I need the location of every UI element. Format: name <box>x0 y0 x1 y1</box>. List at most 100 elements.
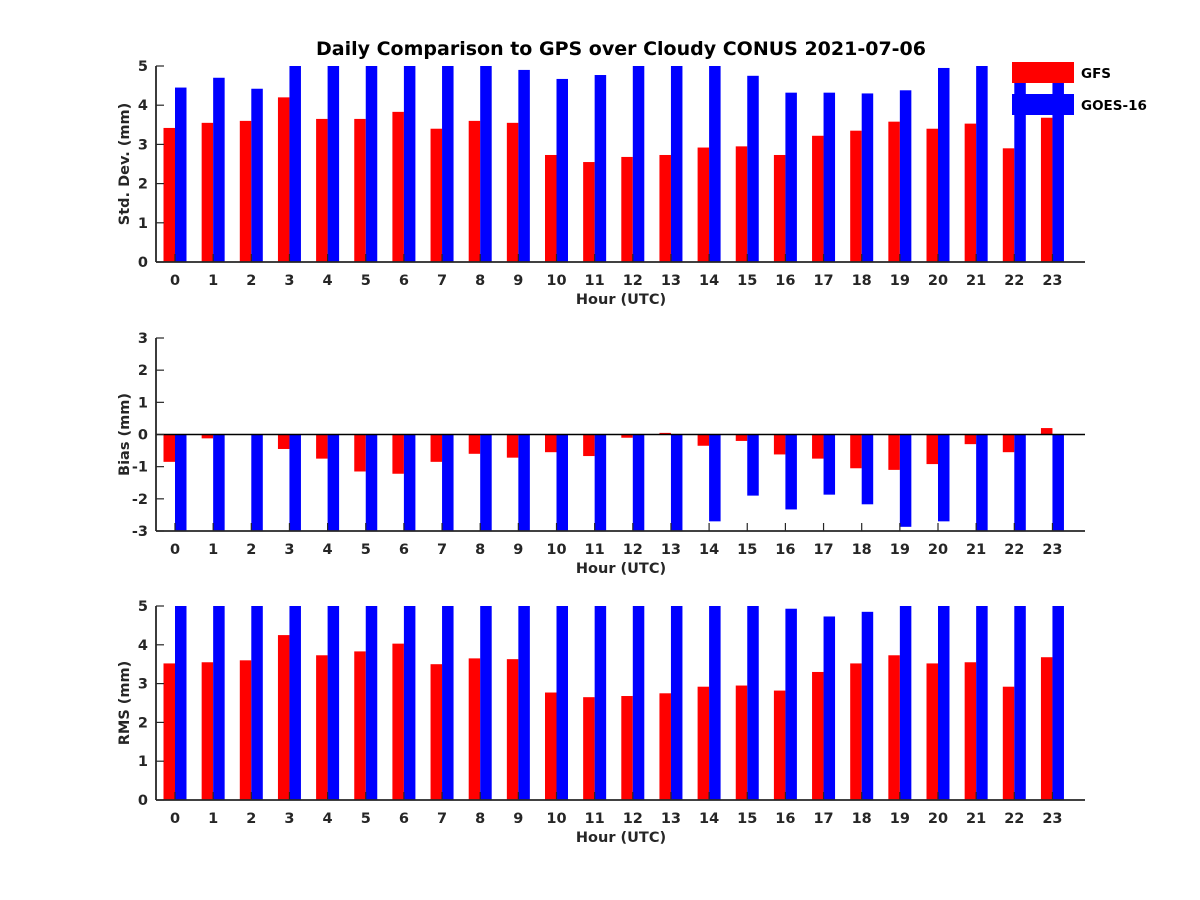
gfs-bar-p1-h18 <box>850 130 862 262</box>
x-tick-label: 19 <box>890 542 910 558</box>
gfs-bar-p1-h23 <box>1040 117 1053 263</box>
x-tick-label: 16 <box>775 542 795 558</box>
goes16-bar-p3-h8 <box>480 606 492 800</box>
goes16-bar-p3-h20 <box>938 606 950 800</box>
x-tick-label: 7 <box>437 273 447 289</box>
goes16-bar-p3-h18 <box>861 611 874 800</box>
x-tick-label: 1 <box>208 811 218 827</box>
x-tick-label: 12 <box>623 273 643 289</box>
gfs-bar-p2-h7 <box>430 434 443 462</box>
goes16-bar-p1-h16 <box>785 92 797 262</box>
legend: GFS GOES-16 <box>1012 62 1147 115</box>
x-tick-label: 22 <box>1004 542 1024 558</box>
y-axis-label: Bias (mm) <box>117 393 133 476</box>
gfs-bar-p1-h21 <box>964 123 977 263</box>
x-tick-label: 21 <box>966 542 986 558</box>
goes16-bar-p2-h15 <box>747 434 759 496</box>
gfs-bar-p2-h1 <box>201 434 214 439</box>
goes16-bar-p2-h19 <box>899 434 912 527</box>
gfs-bar-p2-h9 <box>506 434 519 458</box>
goes16-bar-p3-h9 <box>518 606 530 800</box>
goes16-bar-p1-h3 <box>289 66 301 262</box>
gfs-bar-p1-h1 <box>201 122 214 262</box>
x-tick-label: 2 <box>246 542 256 558</box>
goes16-bar-p3-h0 <box>175 606 187 800</box>
gfs-bar-p3-h17 <box>812 671 824 800</box>
goes16-bar-p2-h13 <box>670 434 683 531</box>
gfs-bar-p2-h21 <box>964 434 977 445</box>
goes16-bar-p1-h19 <box>899 90 912 262</box>
y-tick-label: 0 <box>138 255 148 271</box>
y-tick-label: -1 <box>132 460 148 476</box>
gfs-bar-p1-h2 <box>239 120 252 262</box>
x-tick-label: 17 <box>813 542 833 558</box>
gfs-bar-p3-h22 <box>1002 686 1015 800</box>
goes16-bar-p1-h10 <box>556 78 568 262</box>
gfs-bar-p3-h21 <box>964 662 977 800</box>
goes16-bar-p1-h22 <box>1014 73 1026 262</box>
gfs-bar-p3-h9 <box>506 659 519 800</box>
gfs-bar-p2-h17 <box>812 434 824 459</box>
gfs-bar-p2-h19 <box>888 434 900 470</box>
y-tick-label: 4 <box>138 98 148 114</box>
gfs-bar-p2-h6 <box>392 434 404 474</box>
goes16-bar-p2-h14 <box>709 434 721 522</box>
x-tick-label: 4 <box>323 542 333 558</box>
goes16-bar-p2-h21 <box>976 434 988 531</box>
goes16-bar-p1-h4 <box>327 66 340 262</box>
x-tick-label: 13 <box>661 542 681 558</box>
x-tick-label: 20 <box>928 273 948 289</box>
x-tick-label: 19 <box>890 811 910 827</box>
goes16-bar-p2-h3 <box>289 434 301 531</box>
gfs-bar-p1-h8 <box>468 120 481 262</box>
gfs-bar-p1-h11 <box>583 162 595 262</box>
y-axis-label: RMS (mm) <box>117 661 133 746</box>
gfs-bar-p3-h15 <box>735 685 748 800</box>
gfs-bar-p1-h17 <box>812 135 824 262</box>
x-tick-label: 0 <box>170 811 180 827</box>
y-tick-label: 3 <box>138 677 148 693</box>
x-tick-label: 11 <box>585 542 605 558</box>
x-tick-label: 6 <box>399 542 409 558</box>
x-tick-label: 6 <box>399 811 409 827</box>
gfs-bar-p3-h6 <box>392 643 404 800</box>
goes16-bar-p2-h5 <box>365 434 378 531</box>
y-tick-label: 1 <box>138 754 148 770</box>
gfs-bar-p1-h14 <box>697 147 710 262</box>
x-tick-label: 0 <box>170 542 180 558</box>
x-tick-label: 10 <box>546 273 566 289</box>
y-tick-label: 3 <box>138 331 148 347</box>
gfs-bar-p1-h22 <box>1002 148 1015 262</box>
gfs-bar-p2-h22 <box>1002 434 1015 453</box>
x-tick-label: 18 <box>852 542 872 558</box>
goes16-bar-p3-h22 <box>1014 606 1026 800</box>
x-tick-label: 14 <box>699 811 719 827</box>
x-axis-label: Hour (UTC) <box>576 830 666 846</box>
goes16-bar-p2-h7 <box>442 434 454 531</box>
gfs-bar-p3-h4 <box>316 655 328 800</box>
y-tick-label: 4 <box>138 638 148 654</box>
gfs-bar-p3-h14 <box>697 686 710 800</box>
gfs-bar-p2-h5 <box>354 434 366 472</box>
goes16-bar-p1-h21 <box>976 66 988 262</box>
goes16-bar-p1-h1 <box>213 77 225 262</box>
goes16-bar-p3-h10 <box>556 606 568 800</box>
x-tick-label: 20 <box>928 811 948 827</box>
goes16-bar-p3-h16 <box>785 608 797 800</box>
gfs-bar-p2-h23 <box>1040 428 1053 435</box>
goes16-bar-p1-h7 <box>442 66 454 262</box>
x-tick-label: 13 <box>661 273 681 289</box>
goes16-bar-p3-h6 <box>403 606 416 800</box>
gfs-bar-p1-h9 <box>506 122 519 262</box>
y-tick-label: 5 <box>138 599 148 615</box>
gfs-bar-p1-h0 <box>163 127 175 262</box>
goes16-bar-p1-h17 <box>823 92 836 262</box>
x-tick-label: 7 <box>437 542 447 558</box>
gfs-bar-p2-h18 <box>850 434 862 469</box>
x-tick-label: 21 <box>966 273 986 289</box>
legend-swatch-gfs <box>1012 62 1074 83</box>
y-tick-label: 2 <box>138 715 148 731</box>
x-tick-label: 2 <box>246 273 256 289</box>
x-tick-label: 11 <box>585 273 605 289</box>
goes16-bar-p2-h10 <box>556 434 568 531</box>
